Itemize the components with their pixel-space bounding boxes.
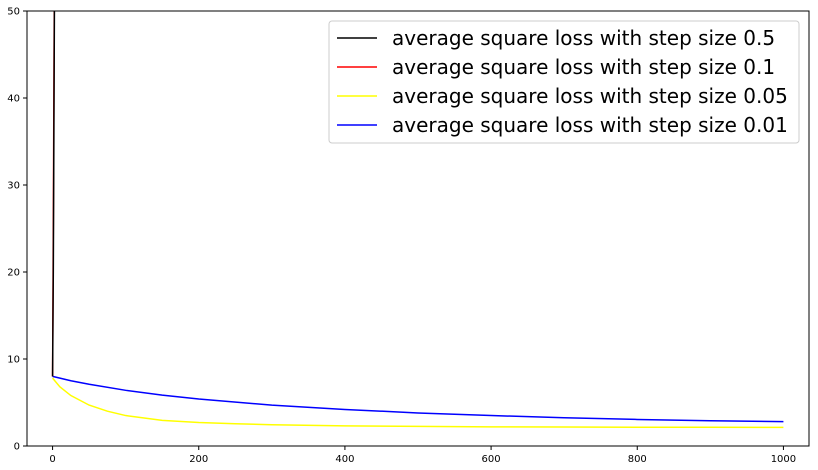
- x-tick-label: 600: [482, 454, 501, 465]
- legend-label: average square loss with step size 0.5: [392, 26, 775, 50]
- y-axis-ticks: 0 10 20 30 40 50: [7, 7, 27, 453]
- legend-label: average square loss with step size 0.01: [392, 113, 788, 137]
- x-tick-label: 800: [628, 454, 647, 465]
- legend-box: [328, 20, 800, 144]
- x-tick-label: 200: [189, 454, 208, 465]
- y-tick-label: 30: [7, 181, 20, 192]
- x-tick-label: 0: [49, 454, 55, 465]
- y-tick-label: 0: [14, 442, 20, 453]
- y-tick-label: 50: [7, 7, 20, 18]
- legend-label: average square loss with step size 0.1: [392, 55, 775, 79]
- y-tick-label: 20: [7, 268, 20, 279]
- plot-frame: [26, 10, 810, 447]
- y-tick-label: 40: [7, 94, 20, 105]
- x-tick-label: 1000: [771, 454, 796, 465]
- series-lines: [51, 11, 784, 429]
- series-line-0: [51, 11, 56, 377]
- x-tick-label: 400: [335, 454, 354, 465]
- series-line-3: [52, 375, 784, 423]
- x-axis-ticks: 0 200 400 600 800 1000: [49, 446, 796, 465]
- legend-label: average square loss with step size 0.05: [392, 84, 788, 108]
- series-line-2: [52, 377, 784, 429]
- y-tick-label: 10: [7, 355, 20, 366]
- legend: average square loss with step size 0.5 av…: [328, 20, 800, 144]
